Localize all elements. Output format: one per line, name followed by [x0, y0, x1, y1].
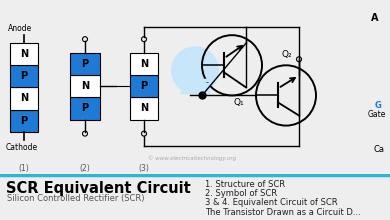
Text: 1. Structure of SCR: 1. Structure of SCR: [205, 180, 285, 189]
Bar: [10, 65, 38, 87]
Text: Q₁: Q₁: [234, 99, 245, 108]
Text: Q₂: Q₂: [282, 50, 292, 59]
Circle shape: [171, 46, 219, 94]
Text: P: P: [82, 59, 89, 69]
Bar: [10, 43, 38, 65]
Text: Anode: Anode: [8, 24, 32, 33]
Text: Gate: Gate: [368, 110, 386, 119]
Text: SCR Equivalent Circuit: SCR Equivalent Circuit: [6, 181, 191, 196]
Text: 3 & 4. Equivalent Circuit of SCR: 3 & 4. Equivalent Circuit of SCR: [205, 198, 338, 207]
Text: Ca: Ca: [374, 145, 385, 154]
Text: (2): (2): [80, 164, 90, 173]
Text: P: P: [82, 103, 89, 114]
Text: N: N: [81, 81, 89, 91]
Text: N: N: [140, 59, 148, 69]
Text: P: P: [20, 71, 28, 81]
Text: (1): (1): [19, 164, 29, 173]
Text: N: N: [140, 103, 148, 114]
Text: N: N: [20, 49, 28, 59]
Bar: [130, 53, 158, 75]
Text: G: G: [375, 101, 382, 110]
Text: P: P: [20, 116, 28, 126]
Text: The Transistor Drawn as a Circuit D...: The Transistor Drawn as a Circuit D...: [205, 208, 361, 217]
Text: Silicon Controlled Rectifier (SCR): Silicon Controlled Rectifier (SCR): [7, 194, 145, 203]
Text: 2. Symbol of SCR: 2. Symbol of SCR: [205, 189, 277, 198]
Bar: [10, 87, 38, 110]
Text: N: N: [20, 94, 28, 103]
Bar: [70, 97, 100, 119]
Bar: [70, 75, 100, 97]
Text: P: P: [140, 81, 147, 91]
Text: Cathode: Cathode: [6, 143, 38, 152]
Text: A: A: [371, 13, 379, 23]
Text: © www.electricaltechnology.org: © www.electricaltechnology.org: [148, 155, 236, 161]
Bar: [10, 110, 38, 132]
Bar: [130, 75, 158, 97]
Text: (3): (3): [138, 164, 149, 173]
Bar: [130, 97, 158, 119]
Bar: [70, 53, 100, 75]
